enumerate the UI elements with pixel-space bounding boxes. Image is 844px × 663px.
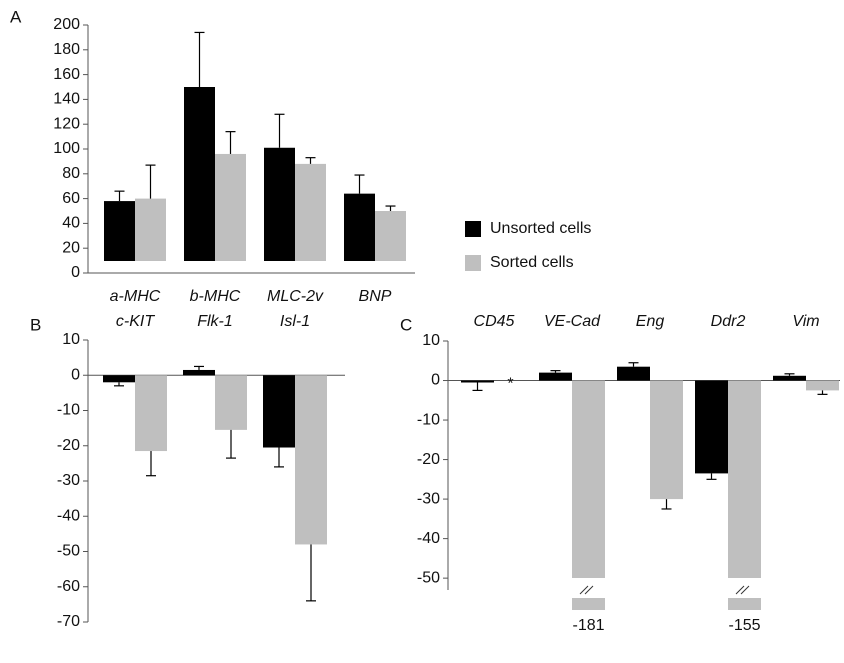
value-label: -181 [572,617,604,634]
bar [650,380,683,500]
legend-swatch [465,221,481,237]
x-tick-label: Flk-1 [197,313,233,330]
bar [135,375,167,452]
x-tick-label: VE-Cad [544,313,601,330]
y-tick-label: -50 [417,569,440,586]
y-tick-label: 10 [62,331,80,348]
bar [375,211,406,261]
value-label: -155 [728,617,760,634]
y-tick-label: -30 [57,472,80,489]
bar [344,193,375,261]
bar [103,375,135,383]
x-tick-label: Isl-1 [280,313,310,330]
bar-break [728,598,761,610]
bar [295,163,326,261]
bar [215,375,247,430]
break-mark [579,585,589,595]
break-mark [584,585,594,595]
y-tick-label: 120 [53,115,80,132]
y-tick-label: 100 [53,140,80,157]
y-tick-label: -60 [57,578,80,595]
y-tick-label: 0 [71,264,80,281]
legend-label: Unsorted cells [490,220,591,237]
y-tick-label: 200 [53,16,80,33]
bar [806,380,839,391]
y-tick-label: 180 [53,41,80,58]
bar [295,375,327,545]
x-tick-label: b-MHC [190,288,241,305]
bar [215,153,246,261]
bar [695,380,728,474]
x-tick-label: Eng [636,313,665,330]
y-tick-label: -10 [417,411,440,428]
legend-label: Sorted cells [490,254,574,271]
bar [572,380,605,578]
bar [461,380,494,383]
y-tick-label: 60 [62,190,80,207]
y-tick-label: 0 [431,372,440,389]
y-tick-label: 140 [53,91,80,108]
y-tick-label: 80 [62,165,80,182]
panel-label: A [10,7,22,26]
y-tick-label: 160 [53,66,80,83]
bar [264,147,295,261]
bar [617,366,650,381]
break-mark [735,585,745,595]
y-tick-label: -70 [57,613,80,630]
bar [183,369,215,376]
y-tick-label: 0 [71,366,80,383]
y-tick-label: -20 [417,451,440,468]
y-tick-label: -10 [57,402,80,419]
bar-break [572,598,605,610]
x-tick-label: a-MHC [110,288,161,305]
y-tick-label: -50 [57,543,80,560]
x-tick-label: BNP [359,288,392,305]
x-tick-label: Vim [792,313,819,330]
bar [184,87,215,261]
bar [539,372,572,381]
y-tick-label: -40 [417,530,440,547]
panel-label: B [30,315,41,334]
bar [104,201,135,261]
y-tick-label: 20 [62,239,80,256]
y-tick-label: -20 [57,437,80,454]
legend-swatch [465,255,481,271]
x-tick-label: CD45 [474,313,515,330]
y-tick-label: -40 [57,507,80,524]
bar [135,198,166,261]
x-tick-label: Ddr2 [711,313,746,330]
bar [263,375,295,448]
x-tick-label: c-KIT [116,313,155,330]
panel-label: C [400,315,412,334]
bar [773,375,806,381]
break-mark [740,585,750,595]
y-tick-label: 10 [422,332,440,349]
y-tick-label: -30 [417,490,440,507]
annotation: * [507,376,513,393]
x-tick-label: MLC-2v [267,288,324,305]
bar [728,380,761,578]
y-tick-label: 40 [62,215,80,232]
